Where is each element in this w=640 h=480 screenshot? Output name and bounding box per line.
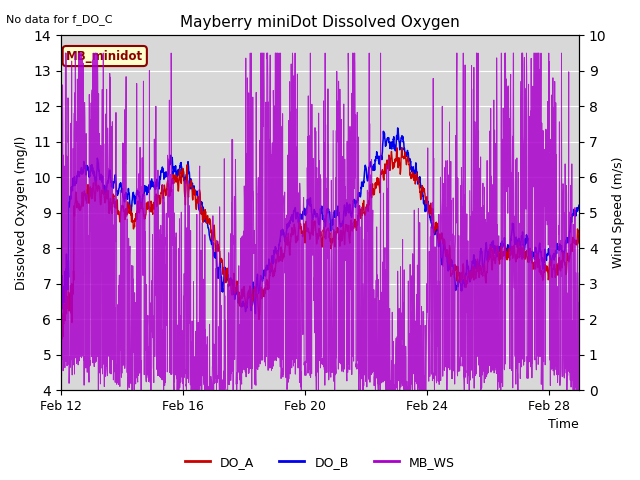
Title: Mayberry miniDot Dissolved Oxygen: Mayberry miniDot Dissolved Oxygen bbox=[180, 15, 460, 30]
Y-axis label: Dissolved Oxygen (mg/l): Dissolved Oxygen (mg/l) bbox=[15, 136, 28, 290]
Y-axis label: Wind Speed (m/s): Wind Speed (m/s) bbox=[612, 157, 625, 268]
Legend: DO_A, DO_B, MB_WS: DO_A, DO_B, MB_WS bbox=[180, 451, 460, 474]
Text: No data for f_DO_C: No data for f_DO_C bbox=[6, 14, 113, 25]
X-axis label: Time: Time bbox=[548, 419, 579, 432]
Text: MB_minidot: MB_minidot bbox=[66, 49, 143, 62]
